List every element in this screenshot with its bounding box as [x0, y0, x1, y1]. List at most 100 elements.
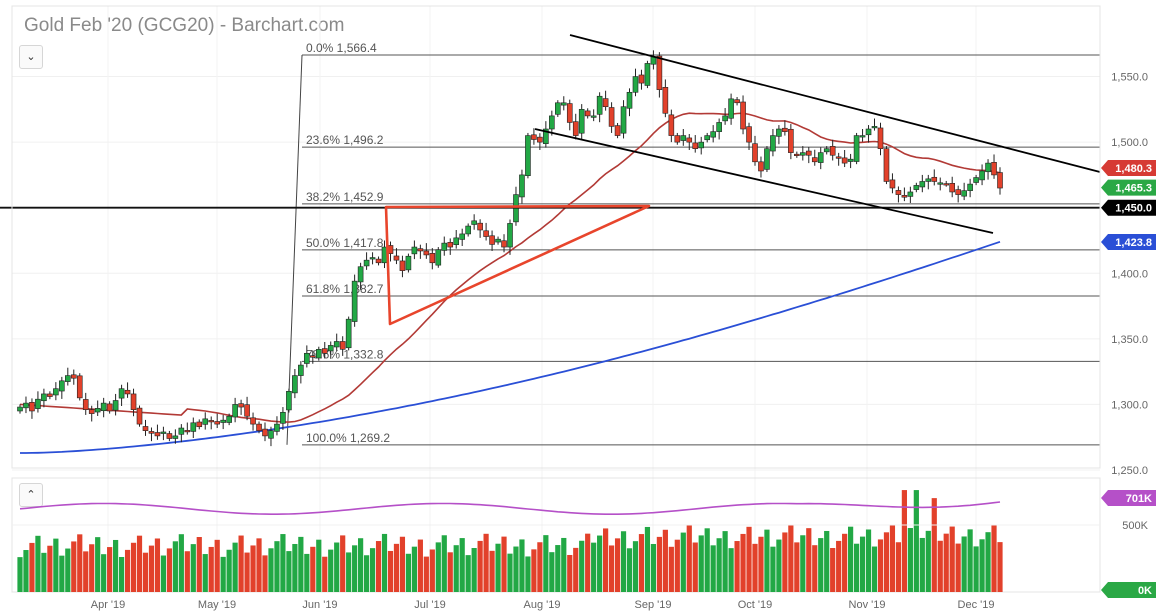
- y-tick-label: 1,400.0: [1111, 268, 1148, 280]
- volume-bar: [35, 535, 41, 592]
- candle-body: [847, 158, 854, 162]
- candle-up: [680, 129, 687, 146]
- volume-bar: [913, 490, 919, 592]
- volume-bar: [770, 546, 776, 592]
- candle-body: [118, 388, 125, 399]
- volume-bar: [997, 542, 1003, 592]
- candle-up: [776, 125, 782, 145]
- volume-bar: [465, 555, 471, 592]
- candle-body: [740, 101, 746, 130]
- volume-bar: [614, 538, 621, 592]
- candle-down: [423, 243, 430, 259]
- candle-down: [76, 373, 83, 401]
- candle-body: [686, 137, 693, 143]
- candle-down: [142, 419, 149, 436]
- volume-bar: [794, 542, 800, 592]
- volume-bar: [692, 542, 698, 592]
- candle-body: [357, 266, 364, 283]
- candle-up: [363, 252, 370, 270]
- volume-bar: [358, 538, 364, 592]
- candle-body: [208, 420, 215, 423]
- candle-body: [112, 400, 119, 411]
- grid-lines: [12, 6, 1100, 592]
- x-tick-label: Nov '19: [849, 599, 886, 611]
- candle-body: [680, 135, 687, 141]
- candle-body: [417, 248, 424, 252]
- candle-up: [853, 132, 860, 165]
- volume-bar: [453, 545, 459, 592]
- candle-body: [925, 178, 932, 182]
- candle-up: [555, 100, 561, 117]
- candle-down: [256, 421, 262, 434]
- candle-up: [286, 388, 292, 413]
- candle-up: [327, 341, 334, 359]
- candle-down: [88, 405, 95, 422]
- candle-body: [489, 235, 495, 245]
- candle-up: [65, 367, 71, 386]
- candle-down: [662, 79, 669, 118]
- candle-up: [644, 60, 651, 89]
- volume-bar: [441, 535, 447, 592]
- chart-menu-button[interactable]: ⌄: [19, 45, 43, 69]
- candle-body: [788, 128, 794, 153]
- volume-bar: [142, 552, 149, 592]
- candle-body: [268, 430, 274, 439]
- candle-up: [507, 219, 513, 255]
- candle-body: [919, 181, 926, 188]
- volume-bar: [507, 553, 513, 592]
- candle-body: [280, 411, 286, 424]
- price-tag-box: [1101, 199, 1156, 216]
- volume-bar: [53, 538, 59, 592]
- volume-bar: [686, 525, 692, 592]
- volume-bar: [89, 544, 95, 592]
- volume-bar: [160, 555, 167, 592]
- candle-up: [465, 223, 471, 237]
- volume-bar: [704, 528, 710, 592]
- volume-bar: [895, 542, 902, 592]
- candle-body: [566, 103, 573, 123]
- candle-body: [531, 134, 537, 140]
- volume-bar: [680, 532, 686, 592]
- volume-bar: [734, 541, 740, 592]
- volume-bar: [842, 533, 848, 592]
- candle-body: [979, 170, 985, 181]
- volume-tick-label: 500K: [1122, 520, 1148, 532]
- volume-bar: [746, 526, 752, 592]
- candle-up: [913, 182, 920, 193]
- candle-up: [620, 100, 627, 139]
- volume-bar: [585, 533, 591, 592]
- volume-bar: [65, 548, 71, 592]
- candle-up: [471, 214, 477, 230]
- volume-bar: [919, 537, 925, 592]
- volume-bar: [310, 546, 316, 592]
- candle-up: [411, 240, 418, 260]
- volume-bar: [483, 533, 489, 592]
- candle-body: [292, 375, 298, 394]
- fibonacci-label: 38.2% 1,452.9: [306, 190, 384, 204]
- volume-bar: [644, 526, 651, 592]
- candle-down: [130, 388, 137, 417]
- candle-body: [752, 143, 758, 163]
- candle-body: [321, 348, 328, 354]
- candle-down: [531, 128, 537, 145]
- candle-body: [47, 393, 53, 397]
- candle-down: [310, 350, 316, 364]
- candle-body: [423, 250, 430, 256]
- volume-panel-toggle-button[interactable]: ⌃: [19, 483, 43, 507]
- candle-up: [543, 121, 549, 148]
- volume-bar: [340, 535, 346, 592]
- candle-down: [148, 427, 155, 442]
- volume-bar: [626, 548, 633, 592]
- volume-bar: [698, 535, 704, 592]
- volume-bar: [955, 543, 961, 592]
- candle-up: [865, 125, 872, 143]
- candle-body: [829, 146, 836, 156]
- chevron-up-icon: ⌃: [26, 488, 36, 501]
- candle-body: [698, 141, 705, 149]
- price-tag-label: 1,480.3: [1115, 163, 1152, 175]
- candle-body: [399, 260, 406, 271]
- volume-bar: [638, 534, 645, 592]
- candle-body: [88, 409, 95, 414]
- candle-down: [47, 391, 53, 400]
